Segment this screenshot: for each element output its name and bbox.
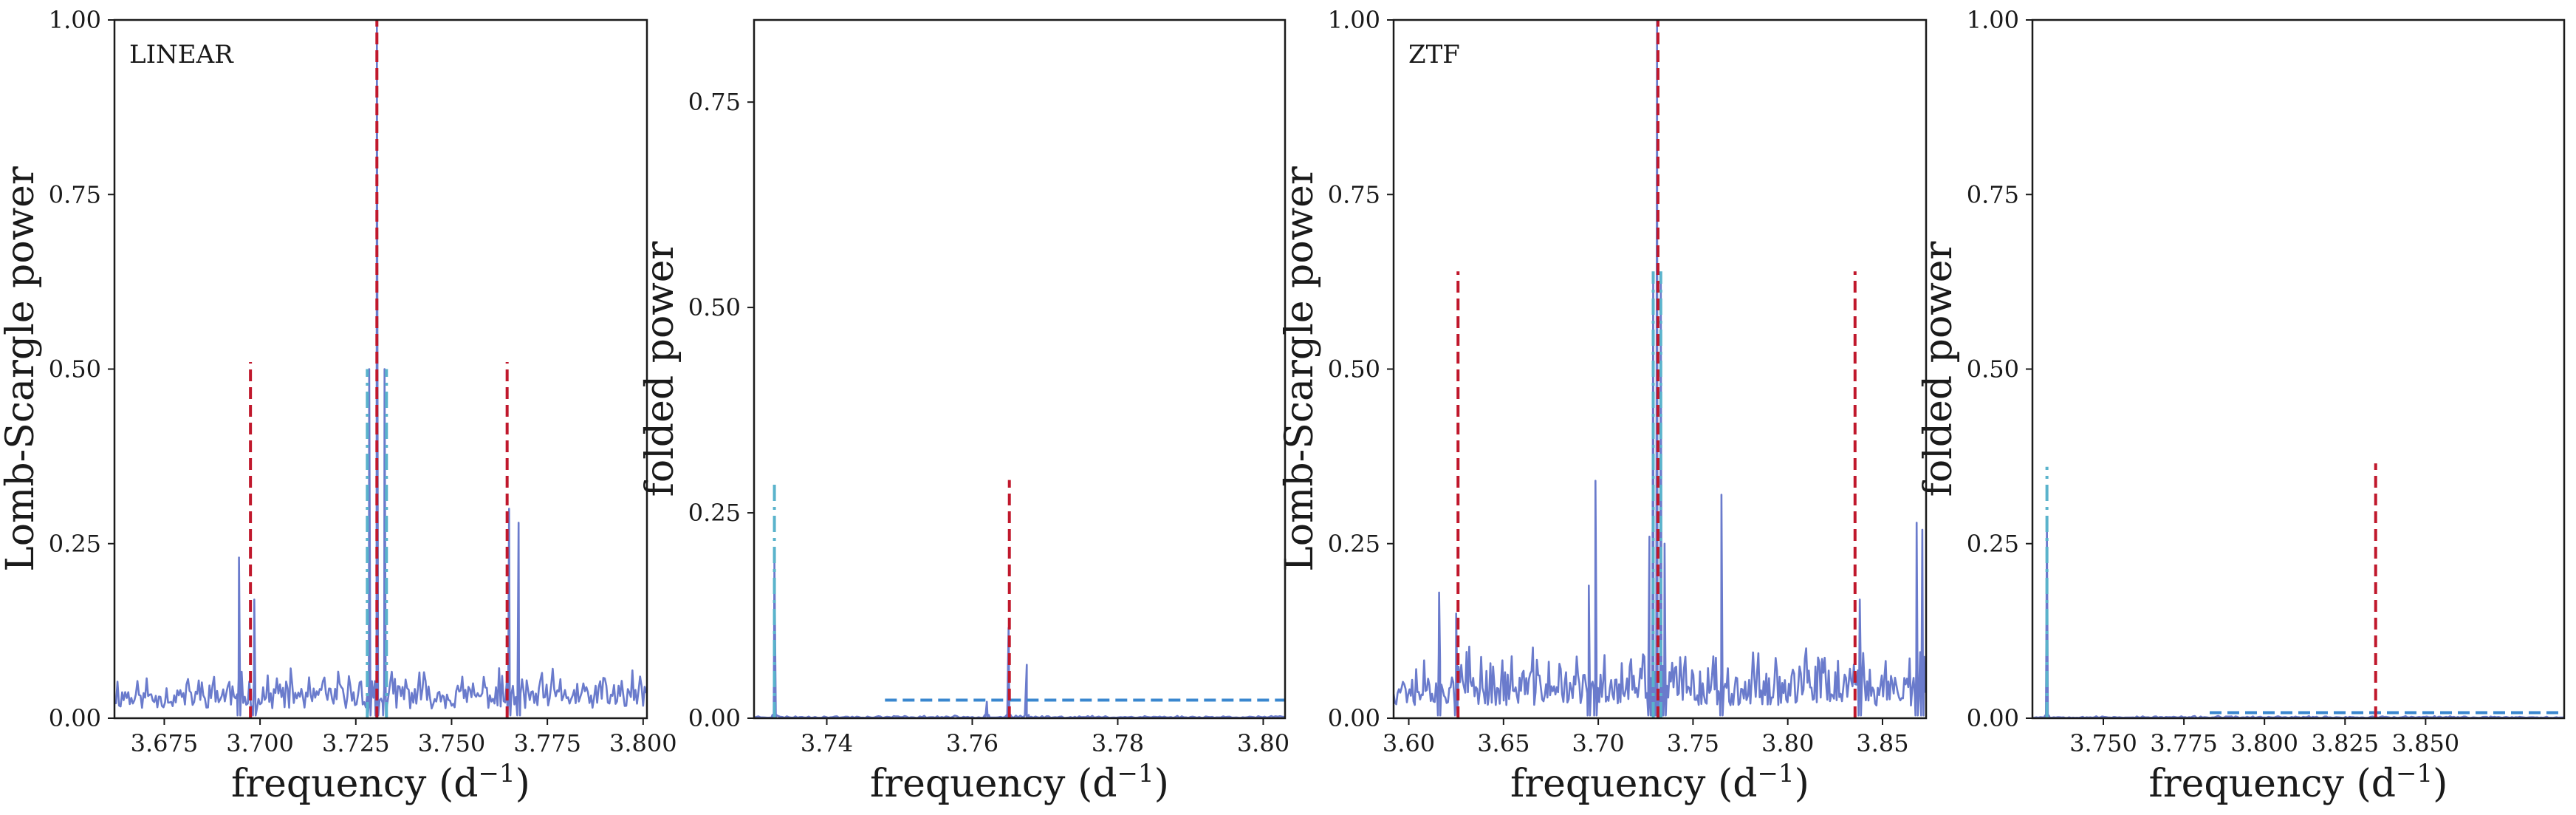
y-tick-label: 1.00	[1328, 6, 1380, 34]
y-tick-label: 0.50	[1328, 355, 1380, 383]
axes-frame	[2031, 18, 2566, 720]
y-tick-label: 0.75	[688, 88, 741, 116]
y-tick-label: 0.50	[49, 355, 101, 383]
x-tick-label: 3.725	[322, 729, 390, 757]
x-tick-label: 3.675	[131, 729, 199, 757]
y-axis-label: Lomb-Scargle power	[0, 166, 43, 572]
periodogram-trace	[114, 20, 647, 717]
panel-3: 3.60 3.65 3.70 3.75 3.80 3.85 0.00 0.25 0.50 0.75…	[1278, 6, 1928, 806]
y-tick-label: 0.75	[1967, 180, 2019, 208]
x-tick-label: 3.775	[2150, 729, 2218, 757]
x-tick-label: 3.775	[513, 729, 581, 757]
y-tick-label: 0.50	[1967, 355, 2019, 383]
y-axis-label: folded power	[638, 241, 682, 497]
y-tick-label: 0.25	[1328, 530, 1380, 558]
panel-4: 3.750 3.775 3.800 3.825 3.850 0.00 0.25 0.50 0.7…	[1916, 6, 2566, 806]
x-tick-label: 3.80	[1761, 729, 1814, 757]
y-tick-label: 1.00	[1967, 6, 2019, 34]
x-tick-label: 3.80	[1237, 729, 1289, 757]
periodogram-trace	[2032, 522, 2564, 718]
y-tick-label: 0.00	[1967, 704, 2019, 732]
x-tick-label: 3.65	[1477, 729, 1530, 757]
x-tick-label: 3.60	[1383, 729, 1435, 757]
y-tick-label: 0.25	[688, 499, 741, 527]
y-tick-label: 0.00	[1328, 704, 1380, 732]
y-tick-label: 0.50	[688, 293, 741, 321]
x-tick-label: 3.78	[1092, 729, 1144, 757]
y-tick-label: 0.75	[1328, 180, 1380, 208]
axes-frame	[113, 18, 648, 720]
x-tick-label: 3.85	[1856, 729, 1908, 757]
x-tick-label: 3.800	[609, 729, 677, 757]
y-tick-label: 1.00	[49, 6, 101, 34]
x-axis-label: frequency (d−1)	[870, 759, 1169, 806]
panel-label: ZTF	[1408, 40, 1460, 69]
axes-frame	[753, 18, 1287, 720]
y-axis-label: Lomb-Scargle power	[1278, 166, 1322, 572]
x-tick-label: 3.70	[1572, 729, 1624, 757]
x-tick-label: 3.75	[1667, 729, 1719, 757]
y-tick-label: 0.00	[49, 704, 101, 732]
y-tick-label: 0.25	[1967, 530, 2019, 558]
x-tick-label: 3.825	[2311, 729, 2379, 757]
y-axis-label: folded power	[1916, 241, 1961, 497]
periodogram-trace	[754, 561, 1285, 718]
x-tick-label: 3.700	[226, 729, 294, 757]
x-tick-label: 3.800	[2230, 729, 2298, 757]
panel-1: 3.675 3.700 3.725 3.750 3.775 3.800 0.00 0.25 0.…	[0, 6, 677, 806]
x-axis-label: frequency (d−1)	[231, 759, 530, 806]
x-tick-label: 3.750	[418, 729, 486, 757]
y-tick-label: 0.75	[49, 180, 101, 208]
panel-2: 3.74 3.76 3.78 3.80 0.00 0.25 0.50 0.75 frequenc…	[638, 18, 1289, 806]
y-tick-label: 0.25	[49, 530, 101, 558]
x-axis-label: frequency (d−1)	[2149, 759, 2448, 806]
x-tick-label: 3.74	[801, 729, 853, 757]
x-axis-label: frequency (d−1)	[1510, 759, 1809, 806]
y-tick-label: 0.00	[688, 704, 741, 732]
panel-label: LINEAR	[129, 40, 234, 69]
x-tick-label: 3.750	[2069, 729, 2137, 757]
x-tick-label: 3.850	[2392, 729, 2460, 757]
x-tick-label: 3.76	[946, 729, 998, 757]
